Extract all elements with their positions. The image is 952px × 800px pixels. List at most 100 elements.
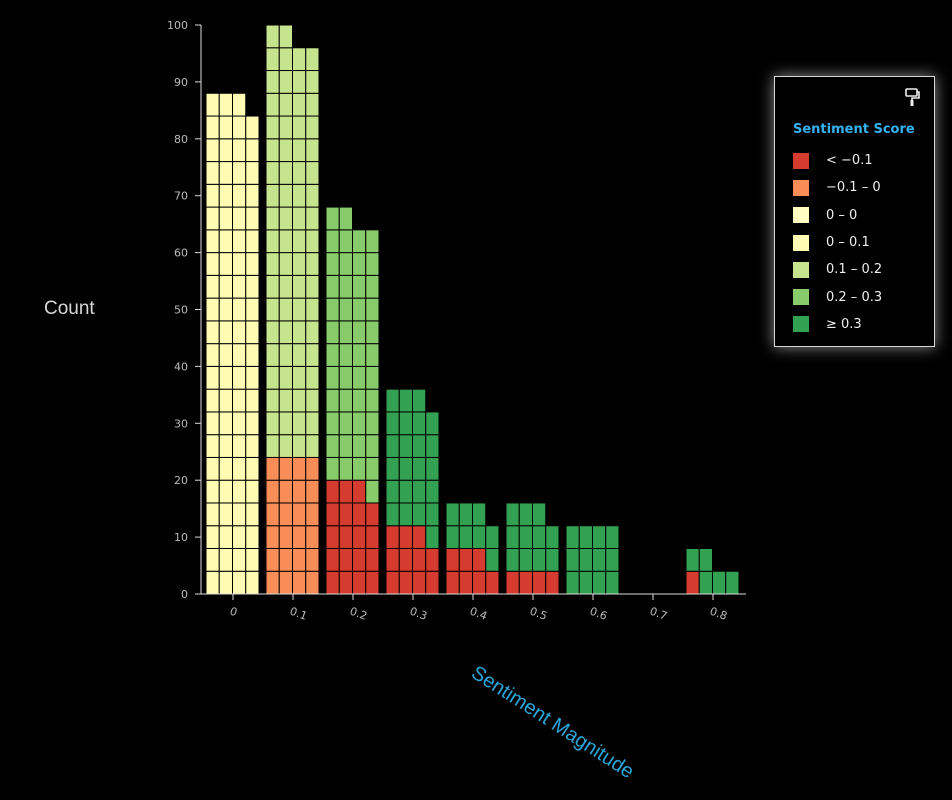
waffle-cell[interactable] [232,547,247,572]
waffle-cell[interactable] [245,115,260,140]
waffle-cell[interactable] [278,297,293,322]
waffle-cell[interactable] [218,525,233,549]
waffle-cell[interactable] [352,388,367,413]
waffle-cell[interactable] [305,183,320,208]
waffle-cell[interactable] [245,320,260,345]
waffle-cell[interactable] [445,547,460,572]
waffle-cell[interactable] [218,92,233,117]
waffle-cell[interactable] [218,138,233,163]
waffle-cell[interactable] [505,570,520,595]
waffle-cell[interactable] [352,229,367,254]
legend-item[interactable]: ≥ 0.3 [793,311,882,338]
waffle-cell[interactable] [265,47,280,72]
waffle-cell[interactable] [385,502,400,527]
waffle-cell[interactable] [218,343,233,367]
waffle-cell[interactable] [205,411,220,436]
waffle-cell[interactable] [292,115,307,140]
waffle-cell[interactable] [518,547,533,572]
waffle-cell[interactable] [205,115,220,140]
waffle-cell[interactable] [265,320,280,345]
waffle-cell[interactable] [278,274,293,299]
waffle-cell[interactable] [205,92,220,117]
waffle-cell[interactable] [352,343,367,367]
waffle-cell[interactable] [232,138,247,163]
waffle-cell[interactable] [338,206,353,231]
waffle-cell[interactable] [578,570,593,595]
waffle-cell[interactable] [325,502,340,527]
waffle-cell[interactable] [245,297,260,322]
waffle-cell[interactable] [292,274,307,299]
waffle-cell[interactable] [245,229,260,254]
waffle-cell[interactable] [292,92,307,117]
waffle-cell[interactable] [218,206,233,231]
waffle-cell[interactable] [245,547,260,572]
waffle-cell[interactable] [205,388,220,413]
waffle-cell[interactable] [265,138,280,163]
waffle-cell[interactable] [398,479,413,504]
waffle-cell[interactable] [352,252,367,276]
waffle-cell[interactable] [412,411,427,436]
waffle-cell[interactable] [232,252,247,276]
waffle-cell[interactable] [325,274,340,299]
waffle-cell[interactable] [278,115,293,140]
waffle-cell[interactable] [232,525,247,549]
waffle-cell[interactable] [338,229,353,254]
waffle-cell[interactable] [305,456,320,481]
waffle-cell[interactable] [218,115,233,140]
waffle-cell[interactable] [265,547,280,572]
waffle-cell[interactable] [338,502,353,527]
waffle-cell[interactable] [325,479,340,504]
waffle-cell[interactable] [305,411,320,436]
waffle-cell[interactable] [425,547,440,572]
waffle-cell[interactable] [458,525,473,549]
waffle-cell[interactable] [592,525,607,549]
waffle-cell[interactable] [305,297,320,322]
waffle-cell[interactable] [605,547,620,572]
waffle-cell[interactable] [325,320,340,345]
waffle-cell[interactable] [338,456,353,481]
waffle-cell[interactable] [518,525,533,549]
waffle-cell[interactable] [278,547,293,572]
waffle-cell[interactable] [305,115,320,140]
waffle-cell[interactable] [338,479,353,504]
waffle-cell[interactable] [325,229,340,254]
waffle-cell[interactable] [265,297,280,322]
waffle-cell[interactable] [232,206,247,231]
waffle-cell[interactable] [385,525,400,549]
waffle-cell[interactable] [265,115,280,140]
waffle-cell[interactable] [205,570,220,595]
waffle-cell[interactable] [518,502,533,527]
waffle-cell[interactable] [205,456,220,481]
waffle-cell[interactable] [205,206,220,231]
waffle-cell[interactable] [578,547,593,572]
waffle-cell[interactable] [205,547,220,572]
waffle-cell[interactable] [292,161,307,185]
waffle-cell[interactable] [412,525,427,549]
waffle-cell[interactable] [292,456,307,481]
waffle-cell[interactable] [338,320,353,345]
waffle-cell[interactable] [305,47,320,72]
waffle-cell[interactable] [245,434,260,458]
waffle-cell[interactable] [205,138,220,163]
waffle-cell[interactable] [325,456,340,481]
waffle-cell[interactable] [218,161,233,185]
waffle-cell[interactable] [232,479,247,504]
waffle-cell[interactable] [352,525,367,549]
waffle-cell[interactable] [278,161,293,185]
waffle-cell[interactable] [278,388,293,413]
waffle-cell[interactable] [232,161,247,185]
waffle-cell[interactable] [232,411,247,436]
waffle-cell[interactable] [278,343,293,367]
waffle-cell[interactable] [205,183,220,208]
waffle-cell[interactable] [245,502,260,527]
waffle-cell[interactable] [365,297,380,322]
waffle-cell[interactable] [278,365,293,390]
waffle-cell[interactable] [205,434,220,458]
waffle-cell[interactable] [305,320,320,345]
waffle-cell[interactable] [545,547,560,572]
waffle-cell[interactable] [232,343,247,367]
waffle-cell[interactable] [425,502,440,527]
waffle-cell[interactable] [305,570,320,595]
waffle-cell[interactable] [305,70,320,94]
waffle-cell[interactable] [278,502,293,527]
